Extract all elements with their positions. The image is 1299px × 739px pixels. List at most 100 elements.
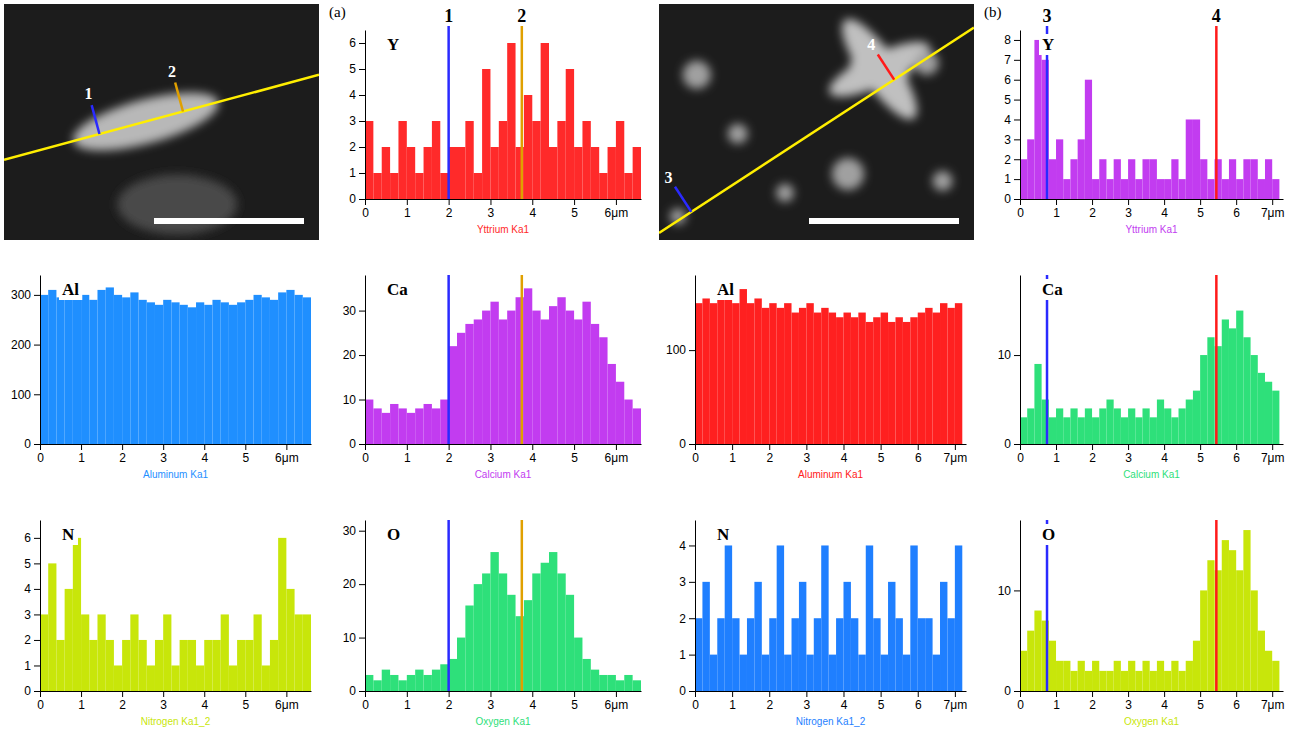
x-axis-tick-mark bbox=[695, 444, 696, 450]
bar bbox=[373, 680, 381, 691]
bar bbox=[65, 589, 73, 691]
marker-line bbox=[521, 275, 524, 444]
x-axis-tick-mark bbox=[616, 444, 617, 450]
bar bbox=[1179, 179, 1186, 199]
panel-label: (a) bbox=[329, 4, 346, 21]
x-axis-tick: 4 bbox=[1161, 691, 1168, 712]
y-axis-tick-label: 0 bbox=[349, 192, 356, 206]
bar bbox=[474, 584, 482, 691]
bar bbox=[1063, 179, 1070, 199]
y-axis-tick-mark bbox=[1014, 159, 1020, 160]
x-axis-tick-mark bbox=[365, 444, 366, 450]
bar bbox=[829, 313, 836, 444]
x-axis-tick-mark bbox=[732, 444, 733, 450]
bar bbox=[1020, 159, 1027, 199]
bar bbox=[524, 288, 532, 444]
y-axis-tick-label: 30 bbox=[343, 304, 357, 318]
histogram-panel: 0123456μm0102030Oxygen Ka1O bbox=[343, 520, 642, 727]
bar bbox=[836, 618, 843, 691]
x-axis-tick-label: 3 bbox=[488, 451, 495, 465]
bar bbox=[229, 305, 237, 444]
y-axis-tick: 2 bbox=[349, 140, 365, 154]
x-axis-tick-mark bbox=[918, 444, 919, 450]
y-axis-tick: 10 bbox=[343, 393, 365, 407]
x-axis-tick: 0 bbox=[1017, 691, 1024, 712]
bar bbox=[407, 675, 415, 691]
bar bbox=[432, 121, 440, 199]
x-axis-tick: 0 bbox=[362, 444, 369, 465]
bar bbox=[557, 297, 565, 444]
element-label: Ca bbox=[1042, 280, 1063, 299]
bar bbox=[1034, 364, 1041, 444]
x-axis-tick-label: 4 bbox=[1161, 698, 1168, 712]
y-axis-tick-label: 10 bbox=[998, 348, 1012, 362]
bar bbox=[1106, 671, 1113, 691]
x-axis: 0123456μm bbox=[362, 444, 641, 465]
bar bbox=[918, 313, 925, 444]
x-axis-tick-label: 1 bbox=[404, 451, 411, 465]
bar bbox=[424, 404, 432, 444]
bar bbox=[821, 545, 828, 691]
y-axis-tick-label: 2 bbox=[679, 612, 686, 626]
y-axis-line bbox=[40, 276, 41, 445]
y-axis-tick-label: 30 bbox=[343, 524, 357, 538]
sem-image: 12 bbox=[4, 4, 319, 240]
x-axis-tick: 2 bbox=[119, 444, 126, 465]
bar bbox=[1070, 408, 1077, 444]
bar bbox=[1251, 590, 1258, 691]
bar bbox=[1063, 661, 1070, 691]
y-axis-tick-label: 100 bbox=[11, 388, 31, 402]
bar bbox=[1027, 408, 1034, 444]
axis-title: Nitrogen Ka1_2 bbox=[141, 716, 211, 727]
y-axis-tick: 6 bbox=[1004, 73, 1020, 87]
x-axis-tick-label: 6μm bbox=[605, 451, 629, 465]
bar bbox=[873, 618, 880, 691]
bar bbox=[566, 595, 574, 691]
bar bbox=[710, 303, 717, 444]
bar bbox=[1157, 179, 1164, 199]
element-label: O bbox=[1042, 525, 1055, 544]
x-axis-tick-label: 6 bbox=[915, 451, 922, 465]
bar bbox=[524, 95, 532, 199]
bar bbox=[245, 640, 253, 691]
x-axis-tick: 0 bbox=[692, 444, 699, 465]
x-axis-tick-label: 2 bbox=[446, 206, 453, 220]
y-axis-tick: 300 bbox=[11, 288, 40, 302]
sem-image-content bbox=[659, 4, 974, 240]
y-axis-tick: 10 bbox=[998, 348, 1020, 362]
bar bbox=[1193, 119, 1200, 199]
x-axis-tick-mark bbox=[1092, 199, 1093, 205]
bar bbox=[424, 675, 432, 691]
bar bbox=[163, 614, 171, 691]
bar bbox=[1186, 119, 1193, 199]
bar bbox=[599, 675, 607, 691]
bar bbox=[710, 655, 717, 691]
bar bbox=[608, 147, 616, 199]
x-axis-tick-label: 4 bbox=[1161, 206, 1168, 220]
y-axis-tick-mark bbox=[34, 665, 40, 666]
x-axis-tick-mark bbox=[1056, 199, 1057, 205]
marker-line bbox=[521, 26, 524, 199]
y-axis-tick-mark bbox=[34, 589, 40, 590]
x-axis-tick: 1 bbox=[404, 691, 411, 712]
scan-line bbox=[4, 75, 319, 160]
bar bbox=[1092, 661, 1099, 691]
x-axis-tick-label: 3 bbox=[804, 451, 811, 465]
x-axis-tick-mark bbox=[449, 444, 450, 450]
bar bbox=[582, 659, 590, 691]
x-axis-tick-label: 6 bbox=[1233, 698, 1240, 712]
bar bbox=[407, 413, 415, 444]
y-axis-tick-label: 0 bbox=[679, 437, 686, 451]
bar bbox=[295, 614, 303, 691]
x-axis-tick: 7μm bbox=[1261, 199, 1285, 220]
x-axis-tick: 6μm bbox=[275, 444, 299, 465]
marker-line bbox=[1215, 26, 1218, 199]
bar bbox=[122, 640, 130, 691]
histogram-panel: 01234567μm010Calcium Ka1Ca bbox=[998, 275, 1285, 480]
image-marker bbox=[175, 83, 183, 112]
bar bbox=[1070, 159, 1077, 199]
marker-label: 2 bbox=[517, 6, 526, 26]
label-patch bbox=[59, 524, 78, 545]
bar bbox=[574, 319, 582, 444]
image-marker-label: 4 bbox=[867, 36, 875, 53]
